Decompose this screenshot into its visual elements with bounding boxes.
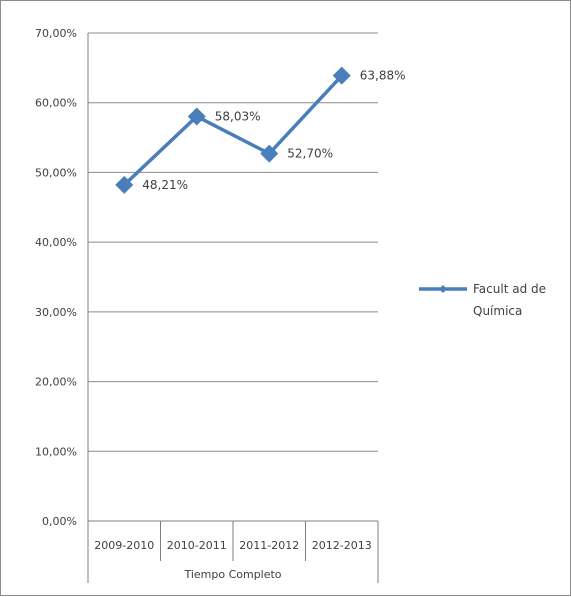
series-line [123,74,344,187]
x-tick-label: 2012-2013 [312,539,372,552]
y-tick-label: 40,00% [35,236,77,249]
x-group-label: Tiempo Completo [183,568,281,581]
y-tick-label: 30,00% [35,306,77,319]
data-label: 48,21% [142,178,188,192]
data-label: 52,70% [287,147,333,161]
y-tick-label: 10,00% [35,445,77,458]
legend-marker [439,285,447,293]
y-tick-label: 50,00% [35,166,77,179]
data-label: 63,88% [360,69,406,83]
y-tick-label: 70,00% [35,27,77,40]
legend-label: Química [473,304,522,318]
y-tick-label: 0,00% [42,515,77,528]
data-point-marker [260,144,279,163]
x-tick-label: 2011-2012 [239,539,299,552]
legend-label: Facult ad de [473,282,546,296]
y-tick-label: 60,00% [35,97,77,110]
data-point-marker [187,107,206,126]
x-tick-label: 2009-2010 [94,539,154,552]
data-label: 58,03% [215,109,261,123]
x-tick-label: 2010-2011 [167,539,227,552]
data-point-marker [332,66,351,85]
data-point-marker [115,175,134,194]
y-tick-label: 20,00% [35,376,77,389]
